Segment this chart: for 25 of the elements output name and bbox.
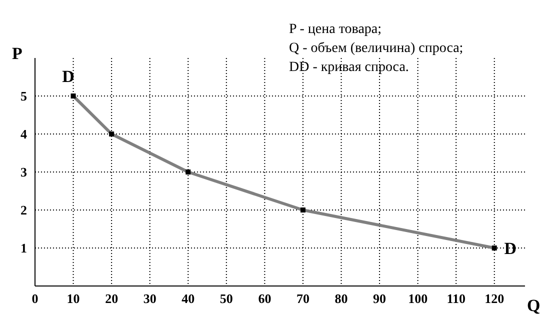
y-axis-title: P bbox=[12, 44, 22, 64]
x-tick-label: 100 bbox=[408, 291, 428, 306]
x-tick-label: 80 bbox=[334, 291, 348, 306]
x-tick-label: 70 bbox=[296, 291, 310, 306]
y-tick-label: 1 bbox=[20, 240, 27, 256]
x-tick-label: 0 bbox=[32, 291, 38, 306]
annotation: DD - кривая спроса. bbox=[289, 59, 410, 77]
y-tick-label: 4 bbox=[20, 126, 28, 142]
y-tick-label: 5 bbox=[20, 88, 28, 104]
x-tick-label: 90 bbox=[373, 291, 386, 306]
x-tick-label: 60 bbox=[258, 291, 272, 306]
x-tick-label: 20 bbox=[105, 291, 118, 306]
x-tick-label: 30 bbox=[143, 291, 156, 306]
text: Q - объем (величина) спроса; bbox=[289, 40, 464, 58]
annotation: D bbox=[62, 67, 74, 86]
y-tick-label: 2 bbox=[20, 202, 27, 218]
x-axis-title: Q bbox=[527, 296, 540, 316]
annotation: D bbox=[504, 239, 517, 258]
x-tick-label: 10 bbox=[66, 291, 80, 306]
x-tick-label: 110 bbox=[446, 291, 466, 306]
y-tick-label: 3 bbox=[20, 164, 28, 180]
x-tick-label: 120 bbox=[484, 291, 504, 306]
x-tick-label: 40 bbox=[182, 291, 195, 306]
text: P - цена товара; bbox=[289, 21, 383, 39]
x-tick-label: 50 bbox=[220, 291, 233, 306]
